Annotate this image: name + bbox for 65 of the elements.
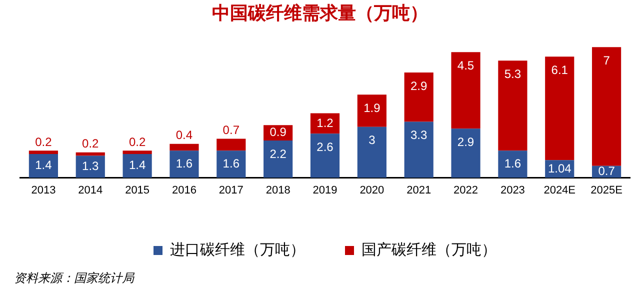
bar [310,134,340,178]
x-tick-label: 2020 [360,184,384,196]
data-label: 1.6 [222,156,240,171]
data-label: 0.2 [82,136,100,151]
bar [28,154,58,178]
bar [498,60,528,151]
x-tick-label: 2024E [544,184,576,196]
x-tick-label: 2013 [31,184,56,196]
bar [404,122,434,178]
data-label: 4.5 [457,58,474,72]
data-label: 2.9 [410,78,428,93]
data-label: 0.7 [222,123,240,138]
bar [76,156,105,178]
data-label: 1.3 [82,159,100,174]
data-label: 1.6 [176,156,193,171]
x-tick-label: 2022 [454,184,478,196]
bar [498,150,528,178]
data-label: 5.3 [504,66,522,81]
x-tick-label: 2021 [406,184,432,196]
bar [216,150,246,178]
data-label: 2.2 [270,146,287,161]
x-tick-label: 2023 [500,184,525,196]
data-label: 0.4 [176,128,193,142]
data-label: 1.4 [128,158,146,172]
data-label: 1.4 [35,158,52,172]
x-tick-label: 2025E [590,184,622,196]
data-label: 1.2 [316,116,334,130]
chart-title: 中国碳纤维需求量（万吨） [211,2,429,26]
data-label: 0.2 [35,134,52,149]
x-tick-label: 2016 [172,184,196,196]
data-label: 3 [368,133,376,148]
bar [404,72,434,122]
bar [122,150,152,154]
bar [592,47,622,166]
bar [170,144,199,151]
text: 资料来源：国家统计局 [13,270,136,287]
x-tick-label: 2017 [218,184,244,196]
data-label: 7 [603,53,610,68]
data-label: 1.9 [364,100,381,115]
data-label: 1.6 [504,156,522,171]
bar [357,126,386,178]
data-label: 2.6 [316,140,334,154]
bar [451,52,480,129]
data-label: 6.1 [551,62,568,77]
data-label: 0.9 [270,125,287,140]
bar [170,150,199,178]
x-tick-label: 2015 [125,184,150,196]
data-label: 0.7 [598,164,616,178]
data-label: 2.9 [457,134,474,149]
legend-label: 国产碳纤维（万吨） [362,240,496,258]
bar [451,128,480,178]
bar [357,94,386,127]
legend-label: 进口碳纤维（万吨） [170,240,305,258]
data-label: 3.3 [410,128,428,142]
x-tick-label: 2019 [312,184,338,196]
data-label: 1.04 [548,161,572,176]
data-label: 0.2 [128,134,146,149]
bar [264,140,293,178]
bar [545,56,574,160]
bar [28,150,58,154]
x-tick-label: 2018 [266,184,290,196]
bar [216,138,246,151]
bar [122,154,152,178]
x-tick-label: 2014 [78,184,103,196]
bar [310,113,340,134]
